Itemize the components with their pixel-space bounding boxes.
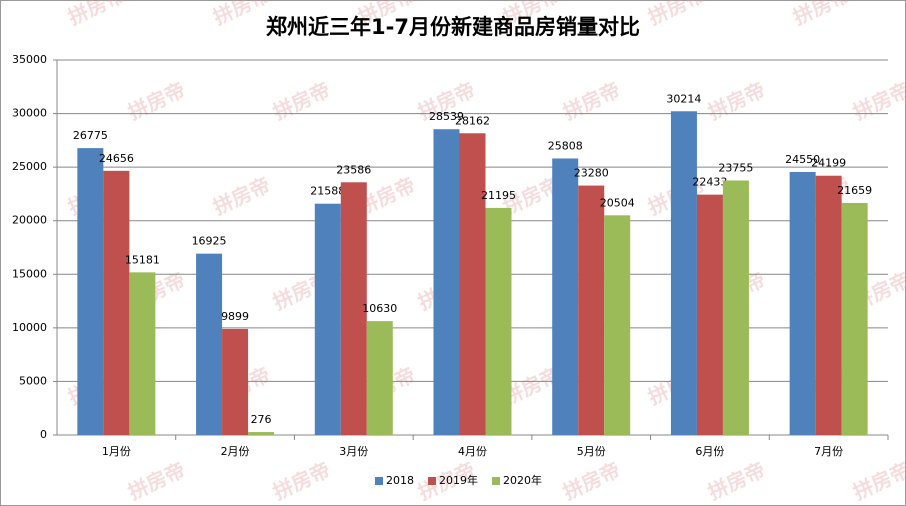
bar	[841, 202, 868, 435]
legend-label: 2019年	[439, 473, 478, 487]
x-tick-label: 1月份	[102, 445, 131, 458]
data-label: 15181	[125, 253, 160, 266]
bar	[815, 175, 842, 435]
y-tick-label: 10000	[12, 321, 47, 334]
bar	[578, 185, 605, 435]
data-label: 25808	[548, 139, 583, 152]
data-label: 28539	[429, 110, 464, 123]
data-label: 21588	[310, 185, 345, 198]
x-tick-label: 7月份	[814, 445, 843, 458]
legend-label: 2020年	[503, 473, 542, 487]
bar	[722, 180, 749, 435]
y-tick-label: 30000	[12, 107, 47, 120]
data-label: 10630	[362, 302, 397, 315]
data-label: 23280	[574, 167, 609, 180]
legend-label: 2018	[386, 474, 414, 487]
legend-swatch	[375, 477, 383, 485]
data-label: 9899	[221, 310, 249, 323]
x-tick-label: 6月份	[695, 445, 724, 458]
bar	[789, 171, 816, 435]
x-tick-label: 3月份	[339, 445, 368, 458]
x-tick-label: 5月份	[577, 445, 606, 458]
bar	[696, 194, 723, 435]
data-label: 21195	[481, 189, 516, 202]
data-label: 276	[251, 413, 272, 426]
data-label: 24656	[99, 152, 134, 165]
bar	[433, 129, 460, 435]
bar	[248, 432, 275, 435]
x-tick-label: 2月份	[221, 445, 250, 458]
bar	[366, 321, 393, 435]
bar	[552, 158, 579, 435]
legend-swatch	[492, 477, 500, 485]
data-label: 30214	[666, 92, 701, 105]
y-tick-label: 20000	[12, 214, 47, 227]
data-label: 23586	[336, 163, 371, 176]
y-tick-label: 0	[40, 428, 47, 441]
bar	[485, 207, 512, 435]
bar	[222, 328, 249, 435]
data-label: 28162	[455, 114, 490, 127]
data-label: 26775	[73, 129, 108, 142]
y-tick-label: 5000	[19, 374, 47, 387]
y-tick-label: 25000	[12, 160, 47, 173]
bar	[340, 182, 367, 435]
data-label: 21659	[837, 184, 872, 197]
data-label: 22433	[692, 176, 727, 189]
x-tick-label: 4月份	[458, 445, 487, 458]
data-label: 24199	[811, 157, 846, 170]
legend-swatch	[428, 477, 436, 485]
data-label: 20504	[600, 196, 635, 209]
data-label: 24550	[785, 153, 820, 166]
data-label: 16925	[192, 235, 227, 248]
y-tick-label: 15000	[12, 267, 47, 280]
bar	[129, 272, 156, 435]
bar	[459, 133, 486, 435]
chart-title: 郑州近三年1-7月份新建商品房销量对比	[266, 15, 640, 39]
bar	[103, 170, 130, 436]
bar	[670, 111, 697, 436]
y-tick-label: 35000	[12, 53, 47, 66]
data-label: 23755	[718, 161, 753, 174]
bar	[77, 148, 104, 435]
bar	[196, 253, 223, 435]
bar	[314, 203, 341, 435]
bar	[604, 215, 631, 435]
